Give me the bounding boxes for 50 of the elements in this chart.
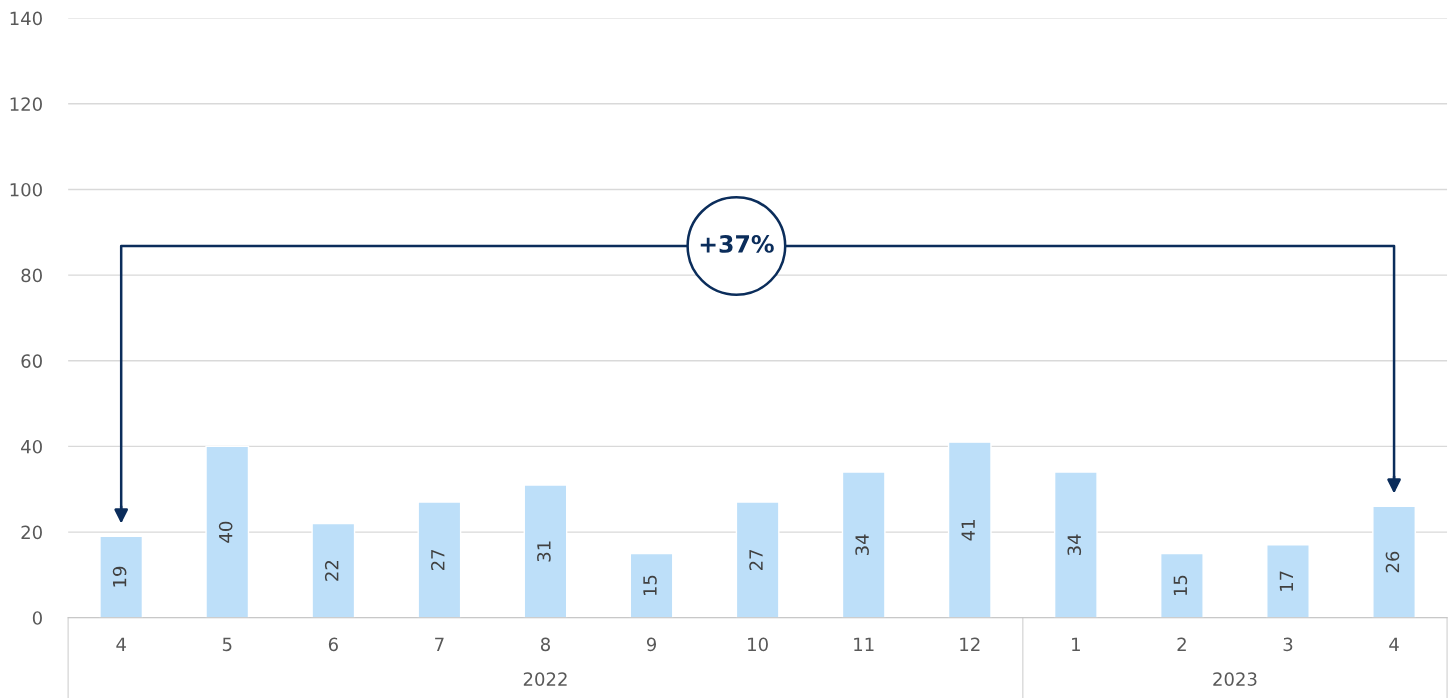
y-tick-label: 60 [21, 354, 42, 368]
data-label: 15 [643, 575, 657, 596]
bar [205, 445, 250, 618]
x-tick-label: 3 [1283, 637, 1293, 652]
y-tick-label: 0 [32, 611, 42, 625]
x-tick-label: 5 [222, 637, 232, 652]
bar [1266, 544, 1310, 618]
x-tick-label: 7 [435, 637, 444, 651]
text: 2022 [523, 672, 567, 686]
data-label: 34 [1067, 534, 1082, 556]
y-tick-label: 40 [21, 439, 42, 454]
bar [735, 501, 780, 618]
data-label: 40 [218, 521, 233, 543]
x-tick-label: 11 [854, 637, 874, 651]
data-label: 26 [1385, 551, 1400, 573]
bar [1053, 471, 1098, 618]
bar [1372, 505, 1416, 618]
bar [417, 501, 462, 618]
data-label: 17 [1279, 571, 1293, 591]
x-tick-label: 12 [960, 637, 980, 651]
bar [841, 471, 886, 618]
data-label: 22 [324, 560, 339, 581]
y-tick-label: 120 [10, 97, 42, 111]
x-tick-label: 6 [328, 637, 338, 652]
data-label: 27 [749, 549, 763, 571]
y-tick-label: 100 [10, 182, 42, 197]
x-tick-label: 9 [646, 637, 657, 652]
y-tick-label: 140 [10, 11, 42, 26]
bar [947, 441, 992, 618]
annotation: +37% [700, 234, 774, 253]
bar [99, 535, 144, 618]
x-tick-label: 4 [1389, 637, 1399, 651]
data-label: 41 [961, 520, 975, 541]
bar [629, 552, 674, 618]
bar [311, 522, 356, 618]
data-label: 34 [855, 534, 869, 556]
bar [523, 484, 568, 618]
x-tick-label: 1 [1072, 637, 1080, 651]
x-tick-label: 10 [748, 637, 768, 652]
x-tick-label: 2 [1177, 637, 1186, 651]
x-tick-label: 8 [540, 637, 550, 652]
text: 2023 [1213, 672, 1257, 686]
data-label: 31 [537, 541, 551, 562]
y-tick-label: 80 [21, 268, 42, 283]
x-tick-label: 4 [116, 637, 126, 651]
data-label: 19 [112, 566, 127, 587]
y-tick-label: 20 [21, 525, 42, 540]
data-label: 15 [1173, 575, 1188, 596]
bar [1160, 552, 1204, 618]
data-label: 27 [430, 549, 445, 571]
